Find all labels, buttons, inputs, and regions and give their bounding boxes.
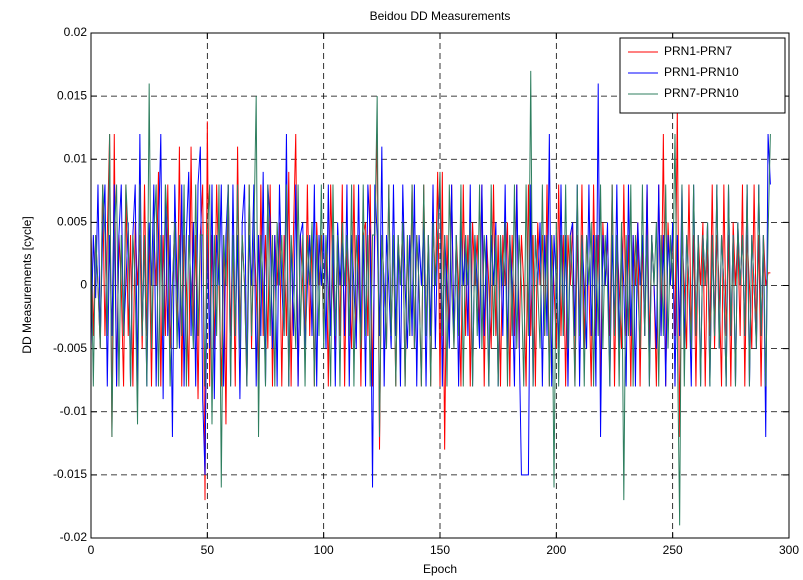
x-tick-label: 0 [88, 543, 95, 557]
x-tick-label: 200 [546, 543, 566, 557]
legend-label: PRN1-PRN10 [664, 65, 739, 79]
y-tick-label: 0 [80, 278, 87, 292]
y-tick-label: 0.01 [64, 151, 88, 165]
x-tick-label: 50 [201, 543, 215, 557]
x-axis-label: Epoch [423, 562, 457, 576]
x-tick-label: 100 [314, 543, 334, 557]
y-tick-label: 0.015 [57, 88, 87, 102]
legend: PRN1-PRN7 PRN1-PRN10 PRN7-PRN10 [619, 37, 786, 114]
series-line [90, 70, 771, 526]
y-tick-label: 0.005 [57, 215, 87, 229]
chart-title: Beidou DD Measurements [370, 9, 511, 23]
x-tick-label: 150 [430, 543, 450, 557]
x-tick-label: 250 [663, 543, 683, 557]
x-tick-label: 300 [779, 543, 799, 557]
legend-box [619, 37, 786, 114]
y-tick-label: -0.02 [60, 530, 88, 544]
legend-label: PRN1-PRN7 [664, 44, 732, 58]
y-tick-label: -0.005 [53, 341, 87, 355]
y-tick-label: -0.01 [60, 404, 88, 418]
legend-label: PRN7-PRN10 [664, 86, 739, 100]
y-tick-label: -0.015 [53, 467, 87, 481]
plot-frame [90, 32, 790, 539]
y-tick-label: 0.02 [64, 25, 88, 39]
y-axis-label: DD Measurements [cycle] [20, 216, 34, 353]
